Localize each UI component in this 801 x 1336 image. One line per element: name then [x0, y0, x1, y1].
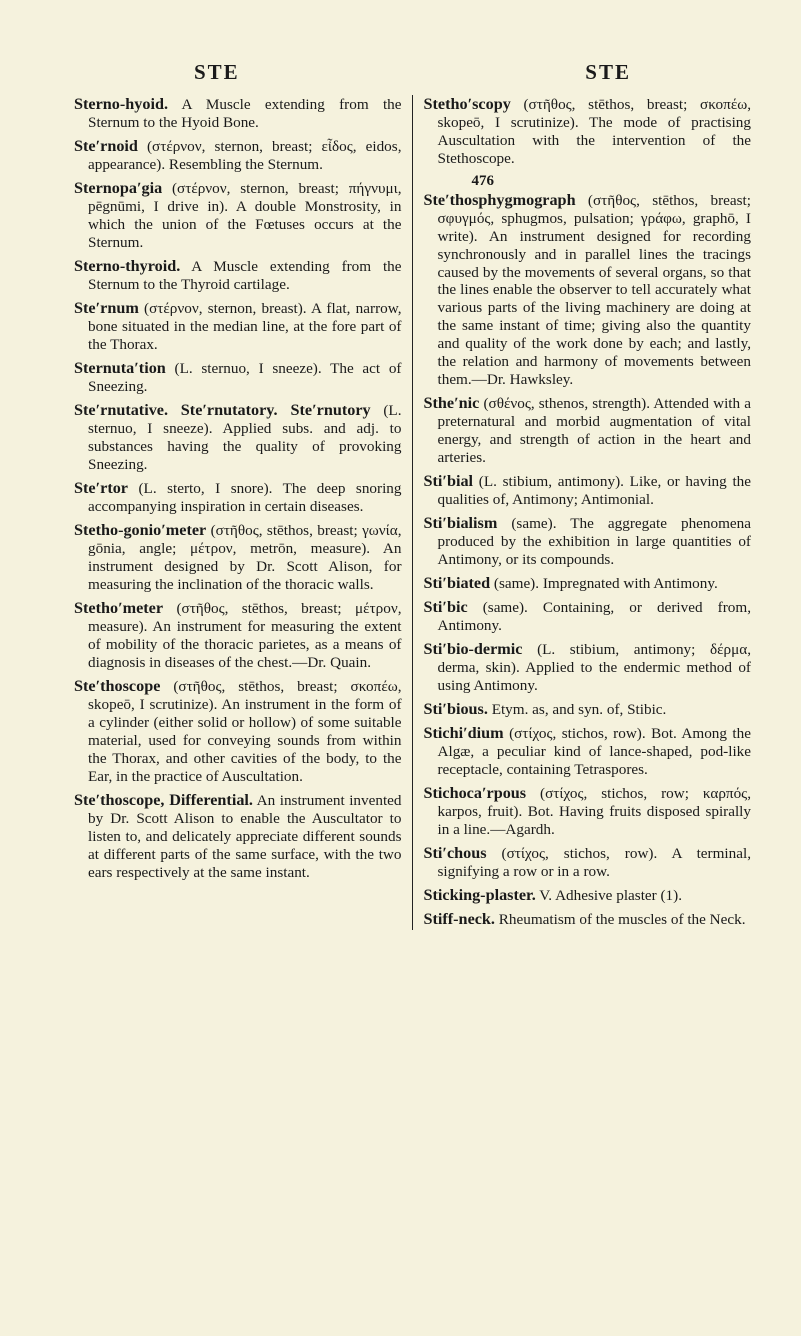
headword: Stethoʹscopy	[424, 95, 511, 113]
definition-text: (στῆθος, stēthos, breast; σφυγμός, sphug…	[438, 192, 752, 389]
entry: Sternutaʹtion (L. sternuo, I sneeze). Th…	[74, 359, 402, 396]
headword: Stiʹbic	[424, 598, 468, 616]
headword: Steʹthosphygmograph	[424, 191, 576, 209]
headword: Steʹrnum	[74, 299, 139, 317]
entry: Stethoʹscopy (στῆθος, stēthos, breast; σ…	[424, 95, 752, 168]
definition-text: (L. sterto, I snore). The deep snoring a…	[88, 480, 402, 515]
headword: Stiff-neck.	[424, 910, 495, 928]
definition-text: (σθένος, sthenos, strength). Attended wi…	[438, 395, 752, 466]
entry: Stiʹbious. Etym. as, and syn. of, Stibic…	[424, 700, 752, 719]
entry: Stichocaʹrpous (στίχος, stichos, row; κα…	[424, 784, 752, 839]
entry: Steʹrnutative. Steʹrnutatory. Steʹrnutor…	[74, 401, 402, 474]
entry: Stiʹbiated (same). Impregnated with Anti…	[424, 574, 752, 593]
headword: Sternutaʹtion	[74, 359, 166, 377]
entry: Stethoʹmeter (στῆθος, stēthos, breast; μ…	[74, 599, 402, 672]
dictionary-page: STE STE Sterno-hyoid. A Muscle extending…	[0, 0, 801, 1336]
headword: Stethoʹmeter	[74, 599, 163, 617]
entry: Stiʹchous (στίχος, stichos, row). A term…	[424, 844, 752, 881]
entry: Steʹthosphygmograph (στῆθος, stēthos, br…	[424, 191, 752, 389]
headword: Stiʹbial	[424, 472, 474, 490]
running-header: STE STE	[74, 60, 751, 85]
headword: Stichocaʹrpous	[424, 784, 527, 802]
entry: Steʹthoscope, Differential. An instrumen…	[74, 791, 402, 882]
entry: Stiʹbial (L. stibium, antimony). Like, o…	[424, 472, 752, 509]
entry: Sterno-hyoid. A Muscle extending from th…	[74, 95, 402, 132]
definition-text: (L. stibium, antimony). Like, or having …	[438, 473, 752, 508]
entry: Stiʹbic (same). Containing, or derived f…	[424, 598, 752, 635]
headword: Stiʹbiated	[424, 574, 491, 592]
headword: Steʹrtor	[74, 479, 128, 497]
definition-text: Rheumatism of the muscles of the Neck.	[495, 911, 746, 928]
headword: Steʹthoscope	[74, 677, 160, 695]
entry: Sternopaʹgia (στέρνον, sternon, breast; …	[74, 179, 402, 252]
entry: Stiff-neck. Rheumatism of the muscles of…	[424, 910, 752, 929]
headword: Stheʹnic	[424, 394, 480, 412]
headword: Stetho-gonioʹmeter	[74, 521, 206, 539]
entry: Steʹthoscope (στῆθος, stēthos, breast; σ…	[74, 677, 402, 786]
definition-text: V. Adhesive plaster (1).	[536, 887, 682, 904]
headword: Stiʹbialism	[424, 514, 498, 532]
headword: Steʹrnoid	[74, 137, 138, 155]
headword: Sticking-plaster.	[424, 886, 536, 904]
headword: Steʹthoscope, Differential.	[74, 791, 253, 809]
headword: Steʹrnutatory. Steʹrnutory	[181, 401, 371, 419]
headword: Sternopaʹgia	[74, 179, 162, 197]
definition-text: (same). Impregnated with Antimony.	[490, 575, 718, 592]
entry: Steʹrnum (στέρνον, sternon, breast). A f…	[74, 299, 402, 354]
entry: Sticking-plaster. V. Adhesive plaster (1…	[424, 886, 752, 905]
headword: Stichiʹdium	[424, 724, 504, 742]
entry: Sterno-thyroid. A Muscle extending from …	[74, 257, 402, 294]
dictionary-columns: Sterno-hyoid. A Muscle extending from th…	[74, 95, 751, 930]
header-left: STE	[194, 60, 240, 85]
header-right: STE	[585, 60, 631, 85]
definition-text: (same). Containing, or derived from, Ant…	[438, 599, 752, 634]
entry: Steʹrnoid (στέρνον, sternon, breast; εἶδ…	[74, 137, 402, 174]
headword: Stiʹchous	[424, 844, 487, 862]
definition-text: Etym. as, and syn. of, Stibic.	[488, 701, 666, 718]
page-number: 476	[424, 173, 752, 191]
headword: Sterno-thyroid.	[74, 257, 180, 275]
entry: Stichiʹdium (στίχος, stichos, row). Bot.…	[424, 724, 752, 779]
entry: Stiʹbio-dermic (L. stibium, antimony; δέ…	[424, 640, 752, 695]
headword: Steʹrnutative.	[74, 401, 168, 419]
headword: Stiʹbio-dermic	[424, 640, 523, 658]
entry: Stiʹbialism (same). The aggregate phenom…	[424, 514, 752, 569]
entry: Stetho-gonioʹmeter (στῆθος, stēthos, bre…	[74, 521, 402, 594]
entry: Steʹrtor (L. sterto, I snore). The deep …	[74, 479, 402, 516]
headword: Sterno-hyoid.	[74, 95, 168, 113]
entry: Stheʹnic (σθένος, sthenos, strength). At…	[424, 394, 752, 467]
headword: Stiʹbious.	[424, 700, 488, 718]
definition-text	[168, 402, 181, 419]
